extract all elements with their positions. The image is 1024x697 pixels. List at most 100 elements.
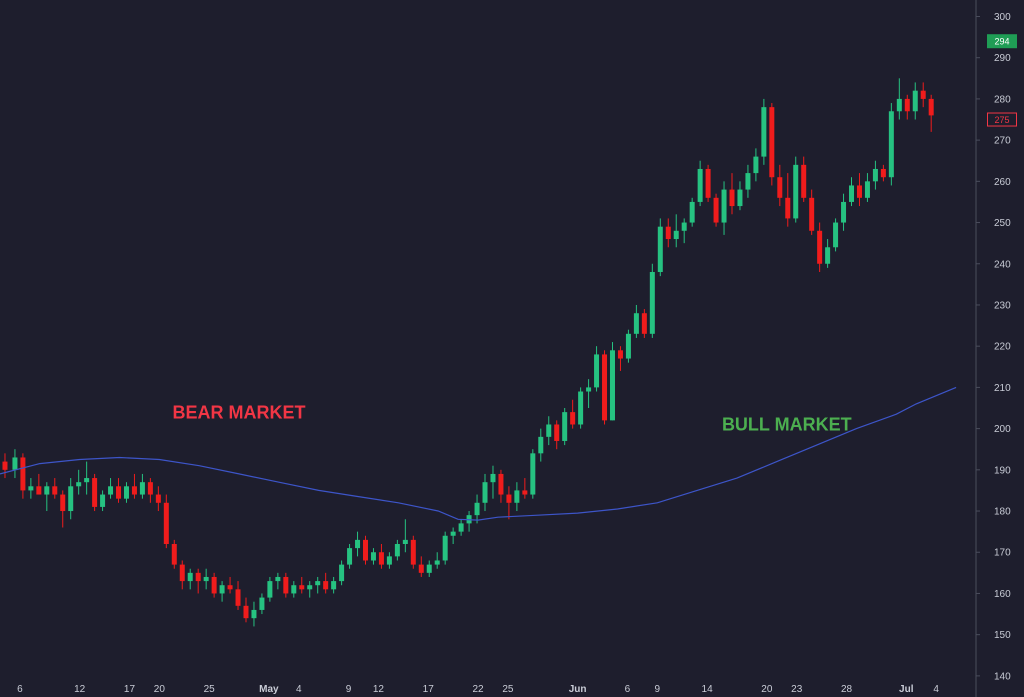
candle [609,342,615,421]
candle-body [562,412,568,441]
candle-body [721,189,727,223]
time-tick-label: 25 [502,684,514,695]
candle-body [753,156,759,174]
candle [291,581,297,598]
candle-body [426,564,432,573]
candle-body [68,486,74,512]
candle [179,560,185,590]
candle-body [434,560,440,565]
candle [315,576,321,594]
candle-body [60,494,66,512]
price-badge-bg [987,34,1017,49]
candle-body [179,564,185,582]
candle [60,490,66,528]
candle [689,197,695,227]
candle [378,544,384,569]
price-badge-label: 294 [994,37,1009,47]
candle-body [904,98,910,112]
candle-body [785,197,791,219]
candle-body [825,247,831,264]
candle-body [625,333,631,359]
price-tick-label: 300 [994,12,1011,23]
candle-body [506,494,512,503]
candle-body [315,581,321,586]
candle [825,239,831,268]
candle-body [793,164,799,219]
candle [570,399,576,429]
candle [490,465,496,499]
candle [123,482,129,503]
candle-body [355,539,361,549]
candle-body [490,473,496,483]
candle-body [211,576,217,594]
candle [657,218,663,277]
candle-body [681,222,687,231]
candle-body [602,354,608,421]
candle [594,346,600,392]
candle-body [378,552,384,565]
candle-body [259,597,265,610]
time-tick-label: Jun [569,684,587,695]
candle-body [729,189,735,207]
candle [458,519,464,536]
candle-body [139,482,145,495]
time-tick-label: May [259,684,279,695]
price-tick-label: 220 [994,342,1011,353]
candle-body [171,544,177,565]
candle-body [418,564,424,573]
price-tick-label: 210 [994,383,1011,394]
time-tick-label: 23 [791,684,803,695]
candle-body [195,572,201,582]
time-axis: 6 12 17 20 25 May 4 9 12 17 22 25 Jun 6 9 14 20 23 28 Jul 4 [17,684,939,695]
candle [641,309,647,338]
candle [2,453,8,479]
candle-body [920,90,926,99]
candle [187,568,193,590]
candle [793,156,799,223]
price-tick-label: 240 [994,259,1011,270]
candle [211,572,217,598]
price-tick-label: 290 [994,53,1011,64]
candle-body [641,313,647,334]
candle-body [594,354,600,388]
candle-body [657,226,663,272]
candle [538,428,544,462]
candle-body [283,576,289,594]
candle [872,160,878,190]
candle-body [235,589,241,606]
candle [625,329,631,363]
candle-body [864,181,870,198]
candle-body [251,609,257,619]
candle [681,218,687,244]
candle [602,350,608,425]
candle [880,164,886,182]
candle-body [76,482,82,487]
candle [227,576,233,594]
candle-body [323,581,329,590]
candle-body [123,486,129,499]
bear-market-label: BEAR MARKET [173,402,306,422]
candle-body [586,387,592,392]
time-tick-label: 28 [841,684,853,695]
time-tick-label: 20 [154,684,166,695]
candle-body [108,486,114,495]
candle [299,576,305,594]
candle [442,531,448,565]
candle-body [363,539,369,561]
price-tick-label: 230 [994,300,1011,311]
candle-body [12,457,18,470]
price-tick-label: 250 [994,218,1011,229]
candle [203,568,209,590]
candle-body [761,107,767,157]
candle [554,420,560,450]
candle [649,263,655,338]
candle [251,601,257,627]
candle-body [116,486,122,499]
candle-body [442,535,448,561]
annotations-layer: BEAR MARKET BULL MARKET [173,402,852,434]
candle-body [777,177,783,198]
candle [578,387,584,429]
time-tick-label: 22 [472,684,484,695]
candle [394,539,400,561]
candle-body [849,185,855,202]
